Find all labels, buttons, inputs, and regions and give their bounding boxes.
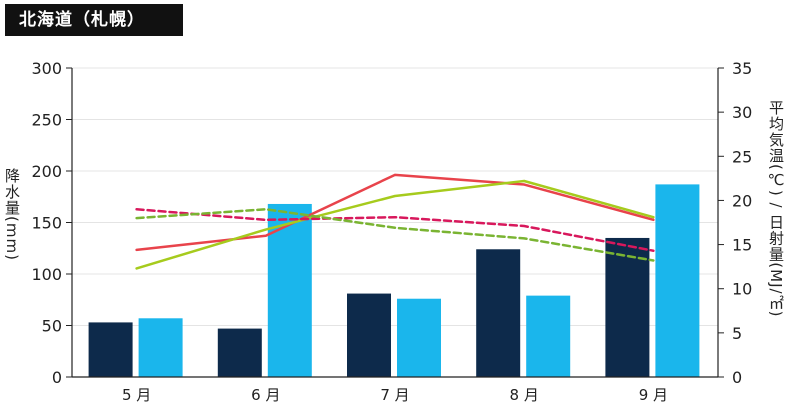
bar <box>655 184 700 377</box>
bar <box>605 237 650 377</box>
series-line <box>135 208 655 262</box>
left-tick-label: 50 <box>42 317 62 336</box>
chart-title: 北海道（札幌） <box>5 4 183 36</box>
left-tick-label: 0 <box>52 368 62 387</box>
x-axis-ticks: 5 月 6 月 7 月 8 月 9 月 <box>122 386 668 404</box>
series-line <box>135 208 655 253</box>
left-tick-label: 200 <box>31 162 62 181</box>
left-tick-label: 150 <box>31 214 62 233</box>
right-axis-label: 平均気温(℃) / 日射量(MJ/㎡) <box>767 100 785 318</box>
bar <box>217 328 262 377</box>
left-axis-ticks: 0 50 100 150 200 250 300 <box>31 59 72 387</box>
right-tick-label: 20 <box>732 191 752 210</box>
right-tick-label: 35 <box>732 59 752 78</box>
left-tick-label: 300 <box>31 59 62 78</box>
bars <box>88 184 700 377</box>
left-tick-label: 250 <box>31 111 62 130</box>
bar <box>526 295 571 377</box>
left-tick-label: 100 <box>31 265 62 284</box>
x-tick-label: 7 月 <box>380 386 409 404</box>
right-tick-label: 0 <box>732 368 742 387</box>
x-tick-label: 5 月 <box>122 386 151 404</box>
bar <box>88 322 133 377</box>
x-tick-label: 9 月 <box>639 386 668 404</box>
right-tick-label: 5 <box>732 324 742 343</box>
bar <box>267 203 312 377</box>
bar <box>138 318 183 377</box>
right-tick-label: 15 <box>732 236 752 255</box>
series-lines <box>135 173 655 270</box>
bar <box>397 298 441 377</box>
right-tick-label: 25 <box>732 147 752 166</box>
right-tick-label: 10 <box>732 280 752 299</box>
series-line <box>135 173 655 252</box>
series-line <box>135 179 655 270</box>
right-axis-ticks: 0 5 10 15 20 25 30 35 <box>718 59 752 387</box>
x-tick-label: 8 月 <box>510 386 539 404</box>
left-axis-label: 降水量(mm) <box>3 168 21 261</box>
bar <box>347 293 391 377</box>
x-tick-label: 6 月 <box>251 386 280 404</box>
right-tick-label: 30 <box>732 103 752 122</box>
bar <box>476 249 521 377</box>
